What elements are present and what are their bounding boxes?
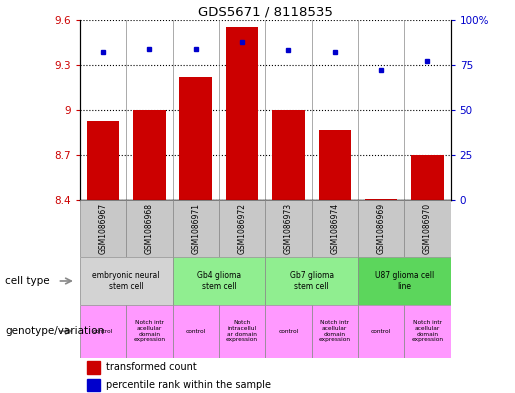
Text: Notch intr
acellular
domain
expression: Notch intr acellular domain expression bbox=[411, 320, 443, 342]
Bar bbox=[312, 200, 358, 257]
Bar bbox=[265, 200, 312, 257]
Bar bbox=[312, 305, 358, 358]
Text: GSM1086968: GSM1086968 bbox=[145, 204, 154, 254]
Bar bbox=[219, 305, 265, 358]
Bar bbox=[80, 257, 173, 305]
Text: GSM1086974: GSM1086974 bbox=[330, 203, 339, 255]
Bar bbox=[87, 361, 100, 373]
Bar bbox=[80, 305, 126, 358]
Bar bbox=[318, 130, 351, 200]
Text: cell type: cell type bbox=[5, 276, 50, 286]
Text: U87 glioma cell
line: U87 glioma cell line bbox=[374, 271, 434, 291]
Title: GDS5671 / 8118535: GDS5671 / 8118535 bbox=[198, 6, 333, 18]
Text: embryonic neural
stem cell: embryonic neural stem cell bbox=[92, 271, 160, 291]
Bar bbox=[173, 305, 219, 358]
Text: transformed count: transformed count bbox=[106, 362, 197, 372]
Bar bbox=[272, 110, 305, 200]
Bar bbox=[179, 77, 212, 200]
Bar bbox=[358, 257, 451, 305]
Text: control: control bbox=[93, 329, 113, 334]
Bar bbox=[126, 200, 173, 257]
Bar bbox=[404, 200, 451, 257]
Bar bbox=[358, 305, 404, 358]
Bar bbox=[173, 257, 265, 305]
Text: GSM1086971: GSM1086971 bbox=[191, 204, 200, 254]
Text: GSM1086967: GSM1086967 bbox=[98, 203, 108, 255]
Text: GSM1086969: GSM1086969 bbox=[376, 203, 386, 255]
Bar bbox=[411, 155, 444, 200]
Text: percentile rank within the sample: percentile rank within the sample bbox=[106, 380, 271, 390]
Bar bbox=[87, 379, 100, 391]
Text: GSM1086972: GSM1086972 bbox=[237, 204, 247, 254]
Bar bbox=[133, 110, 165, 200]
Text: GSM1086973: GSM1086973 bbox=[284, 203, 293, 255]
Bar bbox=[87, 121, 119, 200]
Text: Notch intr
acellular
domain
expression: Notch intr acellular domain expression bbox=[319, 320, 351, 342]
Text: control: control bbox=[278, 329, 299, 334]
Bar bbox=[226, 27, 258, 200]
Bar bbox=[219, 200, 265, 257]
Bar bbox=[265, 257, 358, 305]
Bar bbox=[265, 305, 312, 358]
Text: Gb4 glioma
stem cell: Gb4 glioma stem cell bbox=[197, 271, 241, 291]
Text: Notch
intracellul
ar domain
expression: Notch intracellul ar domain expression bbox=[226, 320, 258, 342]
Text: Notch intr
acellular
domain
expression: Notch intr acellular domain expression bbox=[133, 320, 165, 342]
Text: genotype/variation: genotype/variation bbox=[5, 326, 104, 336]
Bar bbox=[358, 200, 404, 257]
Text: control: control bbox=[185, 329, 206, 334]
Text: Gb7 glioma
stem cell: Gb7 glioma stem cell bbox=[289, 271, 334, 291]
Bar bbox=[173, 200, 219, 257]
Bar bbox=[80, 200, 126, 257]
Bar bbox=[126, 305, 173, 358]
Bar bbox=[365, 199, 398, 200]
Text: GSM1086970: GSM1086970 bbox=[423, 203, 432, 255]
Text: control: control bbox=[371, 329, 391, 334]
Bar bbox=[404, 305, 451, 358]
